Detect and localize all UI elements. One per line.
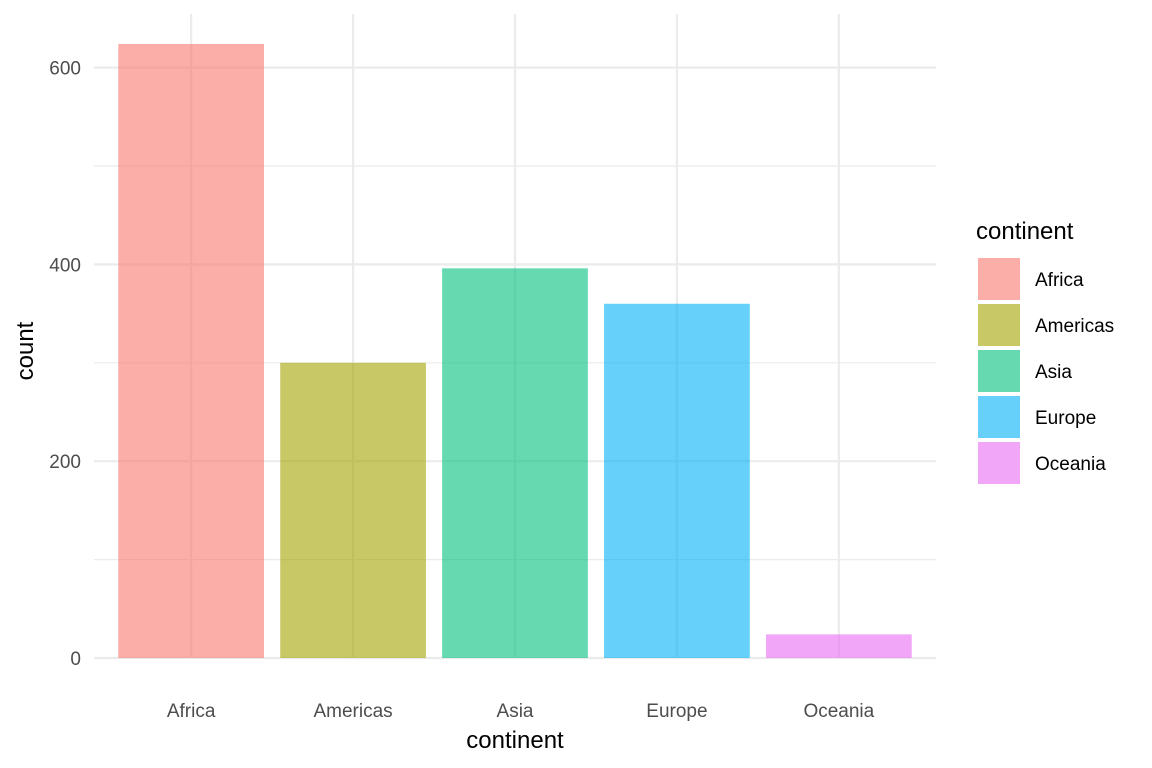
bar-americas	[280, 362, 426, 658]
legend-key-asia	[978, 350, 1020, 392]
y-tick-label: 600	[49, 59, 81, 80]
bar-asia	[442, 268, 588, 658]
y-axis-tick-labels: 0 200 400 600	[49, 59, 81, 670]
legend-label-europe: Europe	[1035, 408, 1096, 429]
legend: continent Africa Americas Asia Europe Oceani…	[976, 218, 1114, 484]
y-tick-label: 0	[70, 649, 81, 670]
legend-label-africa: Africa	[1035, 270, 1084, 291]
x-tick-label: Asia	[497, 701, 534, 722]
bar-europe	[604, 303, 750, 658]
x-axis-tick-labels: Africa Americas Asia Europe Oceania	[167, 701, 875, 722]
legend-key-europe	[978, 396, 1020, 438]
legend-key-africa	[978, 258, 1020, 300]
legend-title: continent	[976, 218, 1074, 245]
x-tick-label: Americas	[313, 701, 392, 722]
legend-label-americas: Americas	[1035, 316, 1114, 337]
y-tick-label: 200	[49, 452, 81, 473]
x-tick-label: Europe	[646, 701, 707, 722]
legend-label-oceania: Oceania	[1035, 454, 1106, 475]
legend-key-oceania	[978, 442, 1020, 484]
legend-key-americas	[978, 304, 1020, 346]
legend-label-asia: Asia	[1035, 362, 1072, 383]
y-tick-label: 400	[49, 255, 81, 276]
y-axis-title: count	[12, 321, 39, 380]
x-tick-label: Oceania	[803, 701, 874, 722]
bar-africa	[118, 43, 265, 658]
bar-oceania	[765, 634, 912, 658]
x-axis-title: continent	[466, 727, 564, 754]
x-tick-label: Africa	[167, 701, 216, 722]
bars	[118, 43, 912, 658]
